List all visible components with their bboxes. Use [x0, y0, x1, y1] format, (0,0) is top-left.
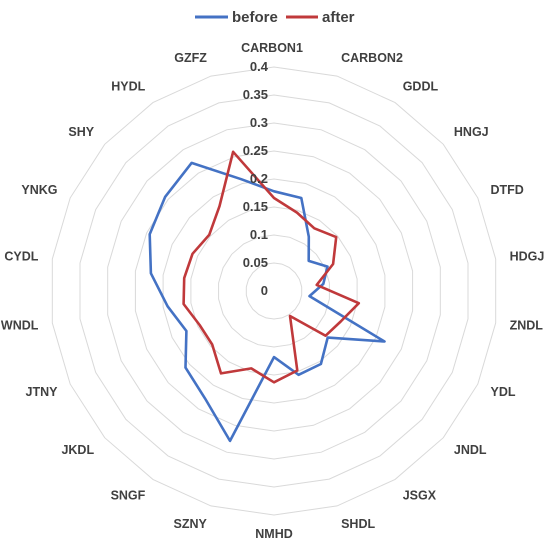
- radial-tick-label: 0.4: [250, 59, 269, 74]
- grid-ring-8: [51, 66, 497, 516]
- category-label-dtfd: DTFD: [491, 183, 524, 197]
- category-label-hdgj: HDGJ: [510, 249, 545, 263]
- radial-tick-labels: 0 0.05 0.1 0.15 0.2 0.25 0.3 0.35 0.4: [243, 59, 269, 298]
- radial-tick-label: 0.3: [250, 115, 268, 130]
- category-label-jtny: JTNY: [26, 385, 59, 399]
- legend: before after: [195, 9, 355, 26]
- legend-label-after: after: [322, 9, 355, 26]
- grid-ring-6: [107, 122, 441, 460]
- category-label-zndl: ZNDL: [510, 319, 544, 333]
- category-label-hydl: HYDL: [111, 80, 145, 94]
- grid-ring-3: [190, 206, 358, 376]
- grid-ring-4: [162, 178, 386, 404]
- series-line-before: [148, 161, 386, 443]
- category-label-cydl: CYDL: [4, 249, 38, 263]
- category-label-sngf: SNGF: [111, 488, 146, 502]
- category-label-jsgx: JSGX: [403, 488, 437, 502]
- category-label-gddl: GDDL: [403, 80, 439, 94]
- category-label-shdl: SHDL: [341, 517, 375, 531]
- category-label-szny: SZNY: [174, 517, 208, 531]
- category-label-jndl: JNDL: [454, 443, 487, 457]
- grid-ring-2: [218, 234, 330, 348]
- grid-ring-5: [134, 150, 414, 432]
- category-label-ydl: YDL: [491, 385, 516, 399]
- radial-tick-label: 0.05: [243, 255, 268, 270]
- radial-tick-label: 0.1: [250, 227, 268, 242]
- category-label-jkdl: JKDL: [61, 443, 94, 457]
- series-line-after: [182, 150, 361, 384]
- category-label-wndl: WNDL: [1, 319, 39, 333]
- radial-tick-label: 0.35: [243, 87, 268, 102]
- series-group: [148, 150, 386, 443]
- category-label-ynkg: YNKG: [21, 183, 57, 197]
- radial-tick-label: 0.25: [243, 143, 268, 158]
- category-label-carbon2: CARBON2: [341, 51, 403, 65]
- category-label-nmhd: NMHD: [255, 527, 293, 541]
- grid-ring-1: [245, 262, 303, 320]
- category-label-hngj: HNGJ: [454, 125, 489, 139]
- category-label-gzfz: GZFZ: [174, 51, 207, 65]
- radial-tick-label: 0.15: [243, 199, 268, 214]
- radar-grid: [51, 66, 497, 516]
- category-labels: CARBON1 CARBON2 GDDL HNGJ DTFD HDGJ ZNDL YDL JND…: [1, 41, 544, 541]
- legend-label-before: before: [232, 9, 278, 26]
- category-label-shy: SHY: [68, 125, 94, 139]
- radial-tick-label: 0.2: [250, 171, 268, 186]
- category-label-carbon1: CARBON1: [241, 41, 303, 55]
- grid-ring-7: [79, 94, 469, 488]
- radial-tick-label: 0: [261, 283, 268, 298]
